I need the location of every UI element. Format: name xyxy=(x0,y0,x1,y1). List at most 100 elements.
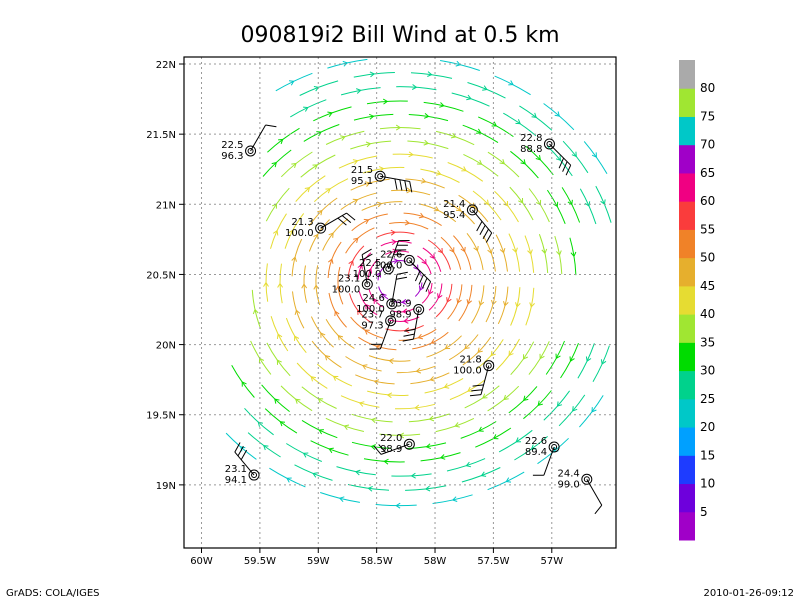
colorbar-tick-label: 15 xyxy=(700,448,715,462)
streamline xyxy=(325,417,365,432)
streamline-arrow xyxy=(342,60,349,67)
streamline-arrow xyxy=(503,301,509,307)
station-value-top: 22.6 xyxy=(380,249,402,260)
streamline xyxy=(510,150,539,179)
streamline-arrow xyxy=(340,135,346,141)
wind-barb-feather xyxy=(403,333,415,337)
wind-barb-staff xyxy=(234,451,255,476)
streamline-arrow xyxy=(386,392,393,399)
streamline-arrow xyxy=(491,299,497,306)
station-value-bottom: 98.9 xyxy=(380,444,402,455)
streamline xyxy=(313,106,352,122)
streamline-arrow xyxy=(523,395,529,402)
wind-barb-feather xyxy=(418,274,424,285)
station-marker: 22.689.4 xyxy=(525,436,560,476)
streamline-arrow xyxy=(418,285,425,291)
wind-barb-staff xyxy=(391,274,398,304)
streamline xyxy=(328,292,347,328)
wind-barb-staff xyxy=(380,443,410,455)
streamline xyxy=(231,364,255,398)
y-tick-label: 21.5N xyxy=(146,130,176,141)
streamline xyxy=(340,87,381,96)
station-ring-inner xyxy=(317,225,324,232)
streamline-arrow xyxy=(483,199,490,206)
streamline-arrow xyxy=(391,239,397,245)
streamline xyxy=(269,467,306,488)
streamline-arrow xyxy=(455,206,462,212)
streamline-arrow xyxy=(286,477,292,483)
streamline-arrow xyxy=(382,98,389,105)
wind-barb-feather xyxy=(472,384,484,387)
streamline-arrow xyxy=(411,84,418,90)
wind-barb-feather xyxy=(346,212,356,221)
colorbar-swatch xyxy=(679,116,695,146)
colorbar-tick-label: 50 xyxy=(700,251,715,265)
streamline xyxy=(435,130,475,146)
streamline-arrow xyxy=(257,421,264,427)
station-value-top: 22.5 xyxy=(359,258,381,269)
streamline xyxy=(467,82,506,99)
streamline xyxy=(266,342,291,377)
station-value-bottom: 100.0 xyxy=(353,269,382,280)
wind-barb-staff xyxy=(586,479,603,506)
streamline-arrow xyxy=(572,406,578,412)
streamline-arrow xyxy=(276,359,282,365)
streamline xyxy=(494,75,531,96)
streamline xyxy=(495,234,508,272)
wind-barb-feather xyxy=(265,124,277,128)
streamline-arrow xyxy=(460,246,466,253)
streamline-arrow xyxy=(376,201,383,208)
streamline-arrow xyxy=(527,249,533,255)
streamline-arrow xyxy=(375,271,382,278)
streamline-arrow xyxy=(556,250,562,256)
station-value-bottom: 95.1 xyxy=(351,176,373,187)
streamline-arrow xyxy=(291,256,297,262)
station-ring xyxy=(385,315,397,327)
streamline-arrow xyxy=(418,212,425,219)
streamline-arrow xyxy=(252,308,259,315)
streamline-arrow xyxy=(423,139,430,146)
streamline-arrow xyxy=(508,80,514,86)
streamline-arrow xyxy=(469,202,476,208)
streamline xyxy=(295,175,326,202)
streamline xyxy=(546,189,566,224)
streamline xyxy=(285,317,307,354)
streamline-arrow xyxy=(522,354,529,360)
streamline xyxy=(453,235,472,270)
station-ring-inner xyxy=(247,147,254,154)
streamline xyxy=(410,72,453,79)
station-marker: 22.888.8 xyxy=(520,133,572,176)
colorbar-tick-label: 5 xyxy=(700,505,708,519)
streamline xyxy=(340,395,380,408)
x-tick-label: 59.5W xyxy=(244,556,276,567)
colorbar-swatch xyxy=(679,342,695,372)
streamline-arrow xyxy=(424,485,431,492)
streamline xyxy=(495,338,520,371)
wind-barb-feather xyxy=(361,248,372,256)
wind-streamlines xyxy=(225,58,612,509)
colorbar-tick-label: 45 xyxy=(700,279,715,293)
wind-barb-feather xyxy=(565,164,572,176)
streamline xyxy=(545,340,565,375)
streamline-arrow xyxy=(317,209,323,216)
streamline-arrow xyxy=(348,260,354,266)
wind-barb-staff xyxy=(361,254,368,285)
station-ring-inner xyxy=(551,443,558,450)
station-ring xyxy=(466,204,478,216)
streamline-arrow xyxy=(356,88,362,94)
station-value-top: 23.1 xyxy=(338,273,360,284)
streamline-arrow xyxy=(429,376,436,382)
wind-barb-staff xyxy=(250,124,267,152)
streamline-arrow xyxy=(515,119,521,125)
streamline xyxy=(426,335,462,358)
wind-barb-staff xyxy=(413,309,420,340)
station-ring xyxy=(403,254,415,266)
streamline-arrow xyxy=(444,344,451,350)
streamline-arrow xyxy=(357,309,363,315)
colorbar-tick-label: 70 xyxy=(700,138,715,152)
streamline-arrow xyxy=(404,219,411,226)
station-marker: 23.998.9 xyxy=(389,299,425,342)
streamline xyxy=(303,124,340,142)
colorbar-swatch xyxy=(679,172,695,202)
